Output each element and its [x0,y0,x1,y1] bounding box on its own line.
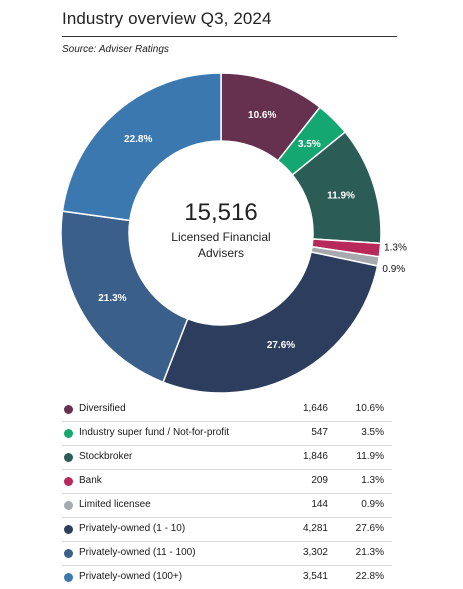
legend-count: 1,846 [302,451,328,462]
legend-percent: 3.5% [361,427,384,438]
chart-title: Industry overview Q3, 2024 [62,9,272,28]
slice-label-industry-super-fund-not-for-profit: 3.5% [298,139,321,150]
legend-row: Limited licensee 144 0.9% [62,494,392,518]
legend-swatch [64,405,73,414]
center-total: 15,516 [184,199,257,226]
legend-count: 209 [311,475,328,486]
legend-percent: 1.3% [361,475,384,486]
slice-label-privately-owned-100: 22.8% [124,134,152,145]
legend-row: Industry super fund / Not-for-profit 547 3… [62,422,392,446]
slice-label-stockbroker: 11.9% [327,191,355,202]
legend-count: 3,302 [302,547,328,558]
legend-swatch [64,573,73,582]
legend-percent: 11.9% [356,451,384,462]
legend-row: Bank 209 1.3% [62,470,392,494]
legend-swatch [64,549,73,558]
legend-label: Diversified [79,403,126,414]
legend-label: Stockbroker [79,451,133,462]
legend-count: 547 [311,427,328,438]
legend-label: Privately-owned (1 - 10) [79,523,186,534]
legend-label: Bank [79,475,102,486]
legend-label: Industry super fund / Not-for-profit [79,427,230,438]
donut-slices [60,72,382,394]
slice-label-privately-owned-1-10: 27.6% [267,340,295,351]
slice-label-bank: 1.3% [384,243,407,254]
legend-swatch [64,477,73,486]
legend-swatch [64,429,73,438]
legend-swatch [64,501,73,510]
donut-chart: 10.6% 3.5% 11.9% 1.3% 0.9% 27.6% 21.3% 22.8% 15… [60,72,407,394]
legend-row: Diversified 1,646 10.6% [62,398,392,422]
legend-swatch [64,525,73,534]
legend-row: Stockbroker 1,846 11.9% [62,446,392,470]
legend-table: Diversified 1,646 10.6% Industry super fund… [62,398,392,589]
slice-label-diversified: 10.6% [248,110,276,121]
slice-privately-owned-1-10 [162,251,379,394]
legend-percent: 22.8% [355,571,384,582]
legend-row: Privately-owned (100+) 3,541 22.8% [62,566,392,589]
legend-count: 1,646 [302,403,328,414]
legend-swatch [64,453,73,462]
legend-count: 3,541 [302,571,328,582]
legend-percent: 27.6% [355,523,384,534]
chart-source: Source: Adviser Ratings [62,44,169,55]
title-divider [62,36,397,37]
slice-privately-owned-100 [61,72,222,222]
center-label-line1: Licensed Financial [171,230,270,244]
legend-label: Privately-owned (100+) [79,571,183,582]
legend-percent: 10.6% [355,403,384,414]
slice-label-limited-licensee: 0.9% [382,264,405,275]
legend-label: Privately-owned (11 - 100) [79,547,196,558]
legend-label: Limited licensee [79,499,151,510]
slice-label-privately-owned-11-100: 21.3% [98,293,126,304]
legend-percent: 0.9% [361,499,384,510]
legend-row: Privately-owned (11 - 100) 3,302 21.3% [62,542,392,566]
legend-percent: 21.3% [355,547,384,558]
slice-labels: 10.6% 3.5% 11.9% 1.3% 0.9% 27.6% 21.3% 22.8% [98,110,407,351]
center-label-line2: Advisers [198,246,244,260]
legend-row: Privately-owned (1 - 10) 4,281 27.6% [62,518,392,542]
legend-count: 144 [311,499,328,510]
legend-count: 4,281 [302,523,328,534]
slice-privately-owned-11-100 [60,210,189,384]
